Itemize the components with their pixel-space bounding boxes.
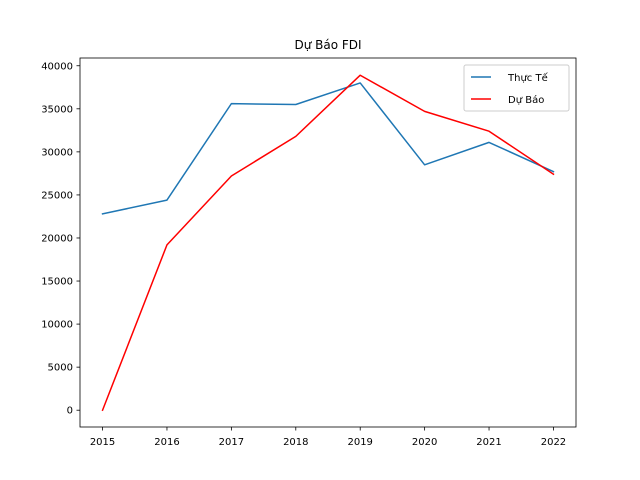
- y-tick-label: 30000: [41, 147, 73, 158]
- y-tick-label: 15000: [41, 277, 73, 288]
- x-tick-label: 2016: [154, 437, 179, 448]
- axes-layer: 2015 2016 2017 2018 2019 2020 2021 2022 0 5000 100…: [41, 57, 577, 448]
- x-tick-label: 2021: [476, 437, 501, 448]
- y-tick-label: 35000: [41, 104, 73, 115]
- legend: Thực Tế Dự Báo: [463, 64, 570, 112]
- x-tick-label: 2022: [541, 437, 566, 448]
- y-tick-label: 20000: [41, 233, 73, 244]
- y-tick-label: 10000: [41, 320, 73, 331]
- x-tick-label: 2019: [347, 437, 372, 448]
- y-tick-label: 25000: [41, 190, 73, 201]
- x-tick-label: 2017: [219, 437, 244, 448]
- series-line-1: [101, 74, 555, 412]
- x-tick-label: 2015: [90, 437, 115, 448]
- y-tick-label: 5000: [48, 363, 73, 374]
- y-tick-label: 0: [67, 406, 73, 417]
- series-line-0: [101, 82, 555, 215]
- legend-label-1: Dự Báo: [508, 94, 544, 106]
- x-tick-label: 2018: [283, 437, 308, 448]
- legend-label-0: Thực Tế: [507, 72, 549, 84]
- axes-frame: [79, 57, 577, 428]
- chart-title: Dự Báo FDI: [294, 38, 361, 52]
- series-layer: [101, 74, 555, 412]
- x-tick-label: 2020: [412, 437, 437, 448]
- y-tick-label: 40000: [41, 61, 73, 72]
